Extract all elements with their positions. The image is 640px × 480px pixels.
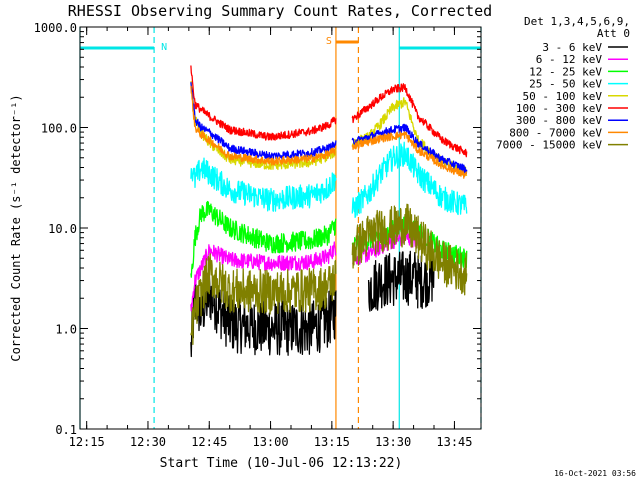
series-8 (190, 85, 468, 179)
legend-entry-label: 50 - 100 keV (523, 90, 603, 103)
y-tick-label: 10.0 (48, 222, 77, 236)
legend-entry-label: 7000 - 15000 keV (496, 139, 602, 152)
series-line (190, 200, 337, 278)
x-tick-label: 13:30 (375, 435, 411, 449)
series-line (190, 85, 337, 166)
series-line (351, 131, 468, 179)
x-axis-label: Start Time (10-Jul-06 12:13:22) (160, 456, 403, 471)
legend-header-line-2: Att 0 (597, 27, 630, 40)
legend-entry-label: 25 - 50 keV (529, 78, 602, 91)
series-line (417, 250, 435, 309)
series-line (351, 141, 468, 218)
x-tick-label: 12:30 (130, 435, 166, 449)
x-tick-label: 13:45 (436, 435, 472, 449)
chart-title: RHESSI Observing Summary Count Rates, Co… (68, 2, 492, 20)
legend-header-line-1: Det 1,3,4,5,6,9, (524, 15, 630, 28)
series-line (190, 157, 337, 212)
series-layer (190, 65, 468, 358)
series-line (190, 253, 337, 346)
legend-entry-label: 800 - 7000 keV (509, 126, 602, 139)
series-line (351, 123, 468, 175)
series-line (351, 203, 468, 296)
series-6 (190, 65, 468, 158)
x-tick-label: 13:00 (252, 435, 288, 449)
series-7 (190, 82, 468, 175)
y-tick-label: 100.0 (41, 122, 77, 136)
x-tick-label: 12:45 (191, 435, 227, 449)
y-tick-label: 1.0 (55, 323, 77, 337)
y-tick-label: 0.1 (55, 423, 77, 437)
series-line (367, 250, 419, 312)
y-tick-label: 1000.0 (34, 21, 77, 35)
y-axis-label: Corrected Count Rate (s⁻¹ detector⁻¹) (9, 94, 23, 361)
series-line (351, 83, 468, 158)
tick-layer: 12:15 12:30 12:45 13:00 13:15 13:30 13:45 0.1 1.… (34, 21, 481, 449)
legend-entry-label: 12 - 25 keV (529, 65, 602, 78)
series-line (190, 65, 337, 141)
saa-annotation-label: S (326, 36, 332, 47)
legend-entry-label: 300 - 800 keV (516, 114, 602, 127)
legend-entry-label: 3 - 6 keV (542, 41, 602, 54)
legend-entry-label: 6 - 12 keV (536, 53, 603, 66)
x-tick-label: 13:15 (314, 435, 350, 449)
night-annotation-label: N (161, 42, 167, 53)
series-4 (190, 141, 468, 218)
series-9 (190, 203, 468, 346)
series-line (190, 273, 337, 358)
legend-entry-label: 100 - 300 keV (516, 102, 602, 115)
x-tick-label: 12:15 (69, 435, 105, 449)
series-line (190, 241, 337, 312)
series-line (190, 82, 337, 161)
footer-timestamp: 16-Oct-2021 03:56 (554, 469, 636, 478)
series-1 (190, 250, 435, 358)
